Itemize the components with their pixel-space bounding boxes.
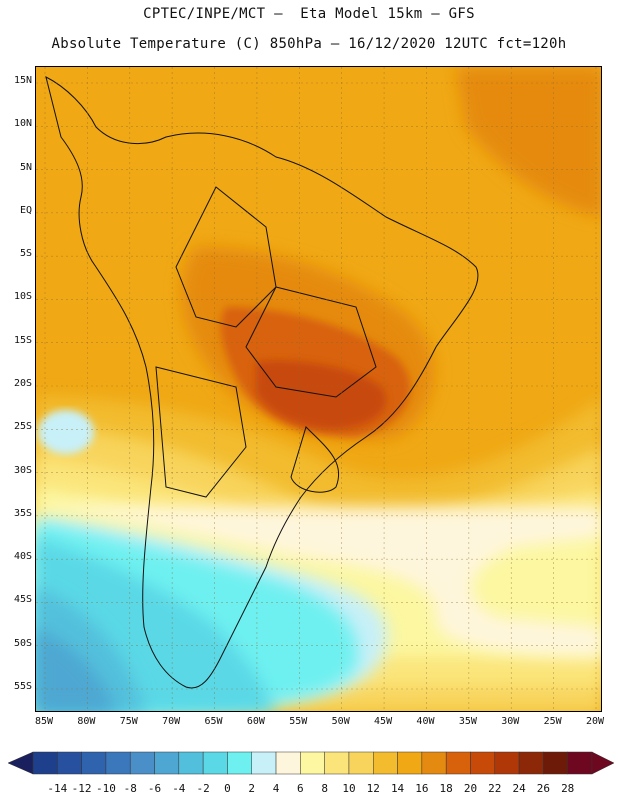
colorbar-tick-label: 8 bbox=[321, 782, 328, 795]
colorbar-swatch bbox=[543, 751, 568, 775]
lon-tick-label: 70W bbox=[162, 716, 181, 727]
colorbar-swatch bbox=[324, 751, 350, 775]
lon-tick-label: 30W bbox=[501, 716, 520, 727]
lat-tick-label: 20S bbox=[13, 378, 32, 389]
map-title-line1: CPTEC/INPE/MCT – Eta Model 15km – GFS bbox=[143, 6, 475, 22]
colorbar-swatch bbox=[373, 751, 398, 775]
lat-tick-label: 5N bbox=[19, 161, 32, 173]
colorbar-tick-label: 18 bbox=[439, 782, 453, 795]
colorbar-tick-label: 12 bbox=[366, 782, 380, 795]
field-cold-patch bbox=[38, 410, 94, 454]
colorbar-tick-label: -10 bbox=[95, 782, 116, 795]
colorbar-tick-label: 22 bbox=[488, 782, 502, 795]
lon-tick-label: 65W bbox=[204, 716, 223, 727]
colorbar-tick-label: 0 bbox=[224, 782, 231, 795]
lat-tick-label: 10N bbox=[13, 118, 32, 130]
lat-tick-label: 50S bbox=[13, 637, 32, 649]
colorbar-tick-label: -2 bbox=[196, 782, 210, 795]
field-band-8 bbox=[36, 507, 601, 657]
colorbar-over-arrow bbox=[591, 751, 615, 775]
colorbar-tick-label: -6 bbox=[147, 782, 162, 795]
lat-tick-label: 15S bbox=[13, 334, 32, 346]
lat-tick-label: 25S bbox=[13, 421, 32, 433]
colorbar-swatch bbox=[227, 751, 252, 775]
lat-tick-label: 35S bbox=[13, 507, 32, 519]
lon-tick-label: 50W bbox=[331, 716, 350, 727]
colorbar-tick-label: 4 bbox=[272, 782, 280, 795]
field-cold-m2 bbox=[36, 627, 116, 711]
colorbar-tick-label: -14 bbox=[47, 782, 68, 795]
lon-tick-label: 60W bbox=[246, 716, 265, 727]
colorbar-swatch bbox=[397, 751, 423, 775]
colorbar-swatch bbox=[348, 751, 374, 775]
lon-tick-label: 75W bbox=[119, 716, 138, 727]
map-title-line2: Absolute Temperature (C) 850hPa – 16/12/… bbox=[51, 36, 567, 52]
map-frame bbox=[35, 66, 602, 712]
lat-tick-label: 15N bbox=[13, 75, 32, 86]
colorbar-tick-label: -8 bbox=[123, 782, 137, 795]
lon-tick-label: 40W bbox=[416, 716, 435, 727]
colorbar-swatch bbox=[300, 751, 325, 775]
colorbar-swatch bbox=[57, 751, 82, 775]
coastlines bbox=[45, 76, 479, 689]
lon-tick-label: 45W bbox=[374, 716, 393, 727]
lat-tick-label: 5S bbox=[19, 248, 32, 260]
colorbar-tick-label: 16 bbox=[415, 782, 429, 795]
colorbar-tick-label: 26 bbox=[536, 782, 551, 795]
colorbar-tick-label: 14 bbox=[390, 782, 405, 795]
colorbar-swatch bbox=[202, 751, 228, 775]
colorbar-swatch bbox=[251, 751, 277, 775]
lat-tick-label: 45S bbox=[13, 594, 32, 606]
colorbar-tick-label: 2 bbox=[248, 782, 256, 795]
lat-tick-label: 10S bbox=[13, 291, 32, 303]
lat-tick-label: EQ bbox=[19, 204, 32, 216]
lon-tick-label: 55W bbox=[289, 716, 308, 727]
colorbar-tick-label: 24 bbox=[512, 782, 526, 795]
colorbar-tick-label: 10 bbox=[342, 782, 356, 795]
colorbar-swatch bbox=[445, 751, 471, 775]
colorbar-swatch bbox=[275, 751, 301, 775]
lon-tick-label: 20W bbox=[585, 716, 605, 727]
colorbar-swatch bbox=[81, 751, 107, 775]
colorbar-swatch bbox=[567, 751, 593, 775]
colorbar-tick-label: -12 bbox=[71, 782, 92, 795]
colorbar bbox=[7, 751, 615, 775]
temperature-map bbox=[36, 67, 601, 711]
colorbar-under-arrow bbox=[7, 751, 34, 775]
colorbar-swatch bbox=[421, 751, 447, 775]
colorbar-swatch bbox=[178, 751, 204, 775]
lon-tick-label: 80W bbox=[77, 716, 96, 727]
colorbar-swatch bbox=[470, 751, 496, 775]
colorbar-swatch bbox=[105, 751, 131, 775]
colorbar-tick-label: 28 bbox=[561, 782, 575, 795]
lat-tick-label: 55S bbox=[13, 681, 32, 692]
lon-tick-label: 25W bbox=[543, 716, 562, 727]
field-warm-northeast bbox=[456, 67, 601, 217]
colorbar-swatch bbox=[494, 751, 520, 775]
colorbar-tick-label: 6 bbox=[297, 782, 304, 795]
lon-tick-label: 35W bbox=[458, 716, 477, 727]
colorbar-swatch bbox=[154, 751, 180, 775]
colorbar-tick-label: 20 bbox=[463, 782, 478, 795]
colorbar-swatch bbox=[32, 751, 58, 775]
colorbar-swatch bbox=[129, 751, 155, 775]
colorbar-swatch bbox=[518, 751, 544, 775]
lat-tick-label: 30S bbox=[13, 464, 32, 476]
lon-tick-label: 85W bbox=[34, 716, 54, 727]
lat-tick-label: 40S bbox=[13, 551, 32, 563]
colorbar-tick-label: -4 bbox=[172, 782, 186, 795]
